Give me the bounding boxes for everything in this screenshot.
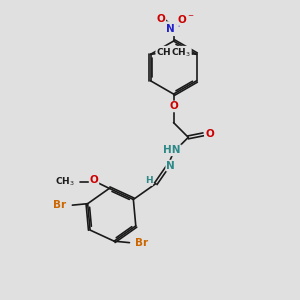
Text: CH$_3$: CH$_3$ [171, 46, 191, 59]
Text: Br: Br [53, 200, 67, 210]
Text: O: O [90, 175, 98, 184]
Text: Br: Br [135, 238, 148, 248]
Text: O$^-$: O$^-$ [177, 13, 195, 25]
Text: O: O [205, 129, 214, 139]
Text: N$^+$: N$^+$ [165, 22, 182, 35]
Text: CH$_3$: CH$_3$ [55, 176, 75, 188]
Text: H: H [145, 176, 152, 185]
Text: HN: HN [163, 145, 181, 155]
Text: O: O [157, 14, 165, 24]
Text: O: O [169, 101, 178, 111]
Text: CH$_3$: CH$_3$ [156, 46, 176, 59]
Text: N: N [166, 160, 175, 171]
